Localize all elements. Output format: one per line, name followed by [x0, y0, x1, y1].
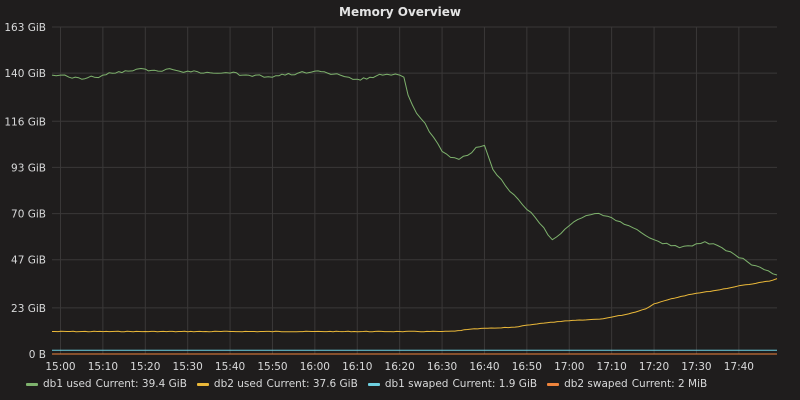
y-tick-label: 70 GiB [11, 209, 46, 221]
legend-series-name: db1 swaped [384, 378, 449, 390]
y-tick-label: 163 GiB [4, 22, 46, 34]
series-line-db1-used [51, 68, 778, 276]
x-tick-label: 15:40 [215, 361, 245, 373]
y-tick-label: 93 GiB [11, 162, 46, 174]
legend-swatch [26, 382, 38, 386]
y-tick-label: 47 GiB [11, 255, 46, 267]
legend-current-value: Current: 39.4 GiB [95, 378, 187, 390]
legend-swatch [196, 382, 209, 386]
x-tick-label: 17:20 [639, 361, 669, 373]
y-tick-label: 0 B [29, 349, 46, 361]
series-line-db2-used [52, 278, 778, 333]
legend-item[interactable]: db2 swaped Current: 2 MiB [547, 378, 707, 390]
x-tick-label: 15:50 [257, 361, 287, 373]
x-tick-label: 17:30 [681, 361, 711, 373]
y-tick-label: 140 GiB [4, 68, 46, 80]
legend-item[interactable]: db2 used Current: 37.6 GiB [196, 378, 358, 390]
x-tick-label: 15:30 [173, 361, 203, 373]
legend-current-value: Current: 37.6 GiB [266, 378, 358, 390]
x-tick-label: 16:30 [427, 361, 457, 373]
legend-item[interactable]: db1 used Current: 39.4 GiB [26, 378, 187, 390]
legend: db1 used Current: 39.4 GiB db2 used Current… [26, 375, 717, 393]
x-tick-label: 16:50 [512, 361, 542, 373]
legend-swatch [547, 382, 560, 386]
chart-title: Memory Overview [339, 5, 461, 19]
y-tick-label: 116 GiB [4, 116, 46, 128]
legend-current-value: Current: 1.9 GiB [452, 378, 538, 390]
x-tick-label: 16:40 [469, 361, 499, 373]
legend-swatch [367, 382, 380, 386]
x-tick-label: 15:20 [130, 361, 160, 373]
legend-series-name: db2 used [213, 378, 263, 390]
x-tick-label: 16:20 [385, 361, 415, 373]
x-tick-label: 16:00 [300, 361, 330, 373]
x-tick-label: 15:00 [45, 361, 75, 373]
legend-series-name: db1 used [43, 378, 92, 390]
x-tick-label: 15:10 [88, 361, 118, 373]
x-tick-label: 17:00 [554, 361, 584, 373]
legend-item[interactable]: db1 swaped Current: 1.9 GiB [367, 378, 538, 390]
x-tick-label: 17:40 [724, 361, 754, 373]
x-tick-label: 16:10 [342, 361, 372, 373]
y-tick-label: 23 GiB [11, 303, 46, 315]
legend-series-name: db2 swaped [564, 378, 628, 390]
x-tick-label: 17:10 [597, 361, 627, 373]
legend-current-value: Current: 2 MiB [631, 378, 708, 390]
